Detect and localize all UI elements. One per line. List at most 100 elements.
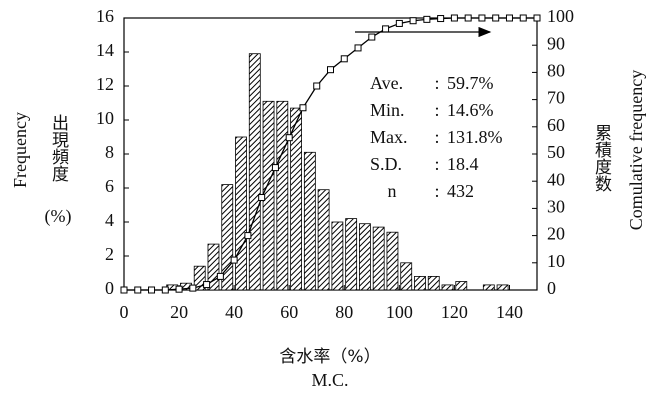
line-marker: [313, 82, 321, 90]
x-tick-label: 60: [280, 302, 298, 322]
bar: [455, 281, 468, 291]
stat-value: 14.6%: [447, 100, 494, 120]
bar: [193, 265, 206, 291]
bar: [276, 100, 289, 291]
bar: [331, 221, 344, 291]
bar: [290, 107, 302, 291]
stat-value: 18.4: [447, 154, 479, 174]
line-marker: [382, 25, 390, 33]
bar: [235, 136, 247, 291]
y2-label-ja: 累積度数: [591, 124, 612, 192]
stat-label: S.D.: [370, 154, 402, 174]
line-marker: [244, 232, 252, 240]
stat-value: 59.7%: [447, 73, 494, 93]
y2-tick-label: 20: [547, 224, 565, 244]
line-marker: [519, 14, 527, 22]
bar: [441, 284, 454, 291]
line-marker: [354, 44, 362, 52]
stat-separator: :: [434, 154, 439, 174]
y-label: Frequency: [10, 112, 30, 188]
y2-label: Comulative frequency: [626, 70, 646, 230]
line-marker: [230, 256, 238, 264]
bar: [207, 243, 220, 291]
y2-tick-label: 40: [547, 169, 565, 189]
bar: [482, 284, 495, 291]
line-marker: [271, 164, 279, 172]
y-tick-label: 4: [105, 210, 114, 230]
y-tick-label: 0: [105, 278, 114, 298]
bar: [345, 218, 358, 291]
line-marker: [464, 14, 472, 22]
line-marker: [409, 17, 417, 25]
line-marker: [478, 14, 486, 22]
bar: [414, 275, 426, 291]
line-marker: [134, 286, 142, 294]
line-marker: [161, 286, 169, 294]
y2-tick-label: 10: [547, 251, 565, 271]
line-marker: [327, 66, 334, 74]
line-marker: [368, 33, 376, 41]
x-tick-label: 120: [441, 302, 468, 322]
y2-tick-label: 70: [547, 88, 565, 108]
line-marker: [492, 14, 500, 22]
stat-value: 131.8%: [447, 127, 503, 147]
line-marker: [450, 14, 458, 22]
y2-tick-label: 100: [547, 6, 574, 26]
stat-separator: :: [434, 127, 439, 147]
bar: [303, 151, 316, 291]
bar: [359, 223, 371, 291]
y-tick-label: 14: [96, 40, 114, 60]
bar: [496, 284, 509, 291]
bar: [386, 231, 399, 291]
line-marker: [216, 272, 224, 280]
line-marker: [203, 281, 211, 289]
y-tick-label: 16: [96, 6, 114, 26]
line-marker: [285, 134, 293, 142]
x-tick-label: 0: [120, 302, 129, 322]
y-tick-label: 2: [105, 244, 114, 264]
stat-label: n: [388, 181, 397, 201]
x-tick-label: 100: [386, 302, 413, 322]
x-tick-label: 20: [170, 302, 188, 322]
line-marker: [148, 286, 156, 294]
bar: [317, 189, 330, 291]
bar: [400, 262, 413, 291]
x-tick-label: 140: [496, 302, 523, 322]
bar: [221, 184, 234, 291]
line-marker: [505, 14, 513, 22]
y-label-unit: (%): [45, 206, 72, 227]
stat-separator: :: [434, 181, 439, 201]
y-tick-label: 6: [105, 176, 114, 196]
line-marker: [437, 15, 445, 23]
y2-tick-label: 50: [547, 142, 565, 162]
bar: [427, 275, 440, 291]
line-marker: [189, 284, 197, 292]
stat-label: Min.: [370, 100, 405, 120]
x-label: M.C.: [311, 370, 348, 390]
y2-tick-label: 80: [547, 61, 565, 81]
line-marker: [175, 285, 183, 293]
y-tick-label: 12: [96, 74, 114, 94]
stat-separator: :: [434, 100, 439, 120]
y2-tick-label: 30: [547, 197, 565, 217]
bar: [248, 53, 261, 291]
line-marker: [395, 19, 403, 27]
stat-label: Max.: [370, 127, 408, 147]
line-marker: [423, 15, 431, 23]
stat-label: Ave.: [370, 73, 403, 93]
line-marker: [299, 104, 307, 112]
bar: [372, 226, 385, 291]
y2-tick-label: 90: [547, 33, 565, 53]
stat-value: 432: [447, 181, 474, 201]
y2-tick-label: 60: [547, 115, 565, 135]
line-marker: [258, 194, 266, 202]
line-marker: [120, 286, 128, 294]
line-marker: [340, 55, 348, 63]
y2-tick-label: 0: [547, 278, 556, 298]
y-tick-label: 10: [96, 108, 114, 128]
x-label-ja: 含水率（%）: [279, 347, 380, 367]
line-marker: [533, 14, 541, 22]
stat-separator: :: [434, 73, 439, 93]
y-tick-label: 8: [105, 142, 114, 162]
